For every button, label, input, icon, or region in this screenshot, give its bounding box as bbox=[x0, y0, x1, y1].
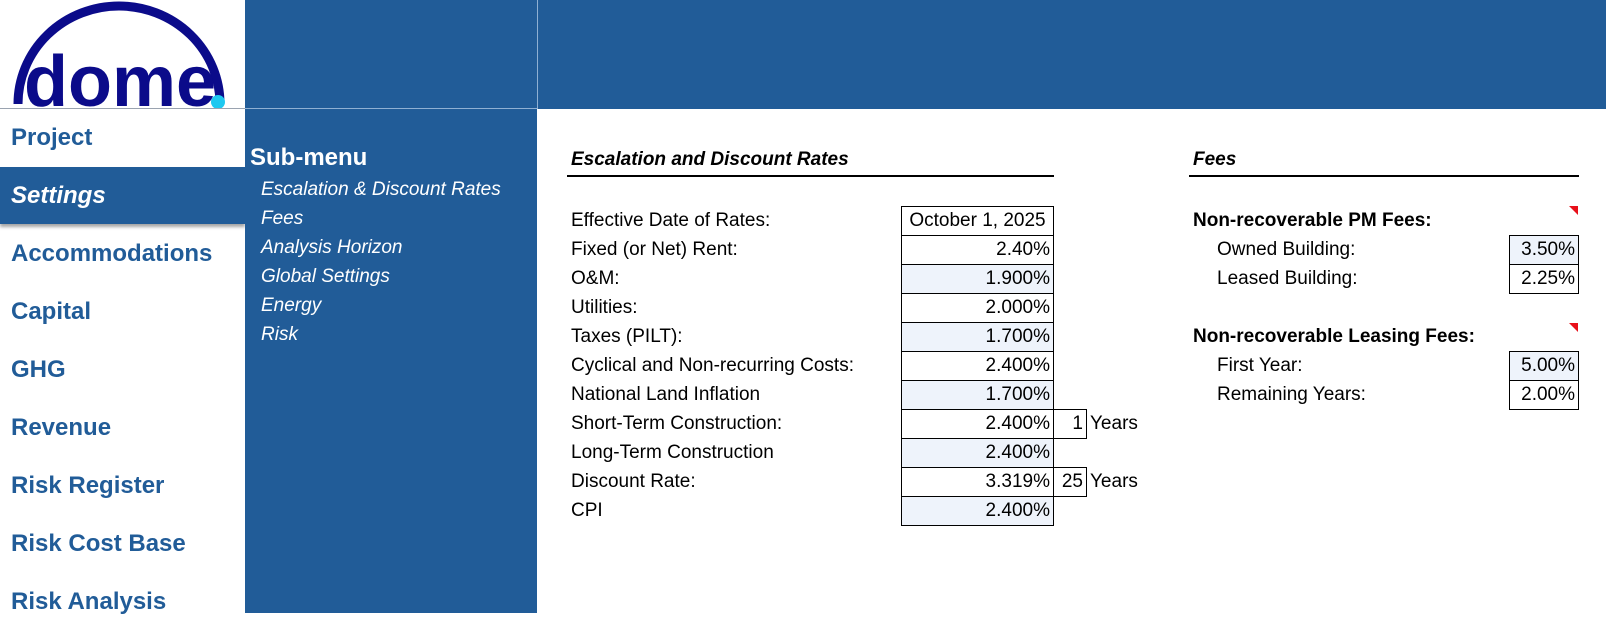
submenu-item-energy[interactable]: Energy bbox=[261, 295, 322, 316]
leased-building-fee-field[interactable]: 2.25% bbox=[1509, 264, 1579, 294]
nav-item-accommodations[interactable]: Accommodations bbox=[11, 240, 213, 267]
rate-label: Taxes (PILT): bbox=[571, 326, 683, 347]
short-term-years-field[interactable]: 1 bbox=[1053, 409, 1087, 439]
om-rate-field[interactable]: 1.900% bbox=[901, 264, 1054, 294]
fee-label: Leased Building: bbox=[1217, 268, 1358, 289]
submenu-panel: Sub-menu Escalation & Discount Rates Fee… bbox=[245, 109, 537, 613]
submenu-item-escalation[interactable]: Escalation & Discount Rates bbox=[261, 179, 501, 200]
utilities-rate-field[interactable]: 2.000% bbox=[901, 293, 1054, 323]
nav-item-risk-analysis[interactable]: Risk Analysis bbox=[11, 588, 167, 615]
taxes-rate-field[interactable]: 1.700% bbox=[901, 322, 1054, 352]
long-term-construction-rate-field[interactable]: 2.400% bbox=[901, 438, 1054, 468]
remaining-years-fee-field[interactable]: 2.00% bbox=[1509, 380, 1579, 410]
fees-section-rule bbox=[1189, 175, 1579, 177]
nav-item-ghg[interactable]: GHG bbox=[11, 356, 66, 383]
logo-arc-icon: dome bbox=[13, 1, 225, 109]
leasing-fees-heading: Non-recoverable Leasing Fees: bbox=[1193, 326, 1475, 347]
nav-item-risk-register[interactable]: Risk Register bbox=[11, 472, 165, 499]
land-inflation-rate-field[interactable]: 1.700% bbox=[901, 380, 1054, 410]
years-label: Years bbox=[1090, 413, 1138, 434]
nav-item-revenue[interactable]: Revenue bbox=[11, 414, 112, 441]
fees-section-title: Fees bbox=[1193, 149, 1237, 170]
fixed-rent-rate-field[interactable]: 2.40% bbox=[901, 235, 1054, 265]
comment-marker-icon[interactable] bbox=[1569, 323, 1578, 332]
submenu-item-risk[interactable]: Risk bbox=[261, 324, 298, 345]
rate-label: Effective Date of Rates: bbox=[571, 210, 771, 231]
fee-label: Remaining Years: bbox=[1217, 384, 1366, 405]
header-underline bbox=[245, 108, 537, 109]
discount-years-field[interactable]: 25 bbox=[1053, 467, 1087, 497]
nav-item-risk-cost-base[interactable]: Risk Cost Base bbox=[11, 530, 186, 557]
nav-item-settings[interactable]: Settings bbox=[0, 167, 245, 224]
header-divider bbox=[537, 0, 538, 109]
years-label: Years bbox=[1090, 471, 1138, 492]
submenu-item-fees[interactable]: Fees bbox=[261, 208, 304, 229]
nav-item-project[interactable]: Project bbox=[11, 124, 93, 151]
rate-label: Long-Term Construction bbox=[571, 442, 774, 463]
submenu-item-analysis-horizon[interactable]: Analysis Horizon bbox=[261, 237, 403, 258]
logo-text: dome bbox=[24, 42, 216, 109]
rate-label: National Land Inflation bbox=[571, 384, 761, 405]
logo-divider bbox=[0, 108, 245, 109]
main-nav: Project Settings Accommodations Capital … bbox=[0, 109, 245, 615]
submenu-title: Sub-menu bbox=[250, 144, 368, 171]
fee-label: Owned Building: bbox=[1217, 239, 1356, 260]
first-year-fee-field[interactable]: 5.00% bbox=[1509, 351, 1579, 381]
dome-logo: dome bbox=[0, 0, 245, 109]
effective-date-field[interactable]: October 1, 2025 bbox=[901, 206, 1054, 236]
discount-rate-field[interactable]: 3.319% bbox=[901, 467, 1054, 497]
rate-label: CPI bbox=[571, 500, 603, 521]
submenu-item-global-settings[interactable]: Global Settings bbox=[261, 266, 390, 287]
cyclical-rate-field[interactable]: 2.400% bbox=[901, 351, 1054, 381]
header-bar bbox=[245, 0, 1606, 109]
nav-item-capital[interactable]: Capital bbox=[11, 298, 92, 325]
pm-fees-heading: Non-recoverable PM Fees: bbox=[1193, 210, 1432, 231]
rate-label: Discount Rate: bbox=[571, 471, 696, 492]
escalation-section-rule bbox=[567, 175, 1054, 177]
short-term-construction-rate-field[interactable]: 2.400% bbox=[901, 409, 1054, 439]
cpi-rate-field[interactable]: 2.400% bbox=[901, 496, 1054, 526]
rate-label: Fixed (or Net) Rent: bbox=[571, 239, 738, 260]
rate-label: O&M: bbox=[571, 268, 620, 289]
owned-building-fee-field[interactable]: 3.50% bbox=[1509, 235, 1579, 265]
comment-marker-icon[interactable] bbox=[1569, 206, 1578, 215]
logo-dot-icon bbox=[211, 95, 225, 109]
rate-label: Cyclical and Non-recurring Costs: bbox=[571, 355, 854, 376]
rate-label: Short-Term Construction: bbox=[571, 413, 783, 434]
rate-label: Utilities: bbox=[571, 297, 638, 318]
fee-label: First Year: bbox=[1217, 355, 1303, 376]
escalation-section-title: Escalation and Discount Rates bbox=[571, 149, 849, 170]
